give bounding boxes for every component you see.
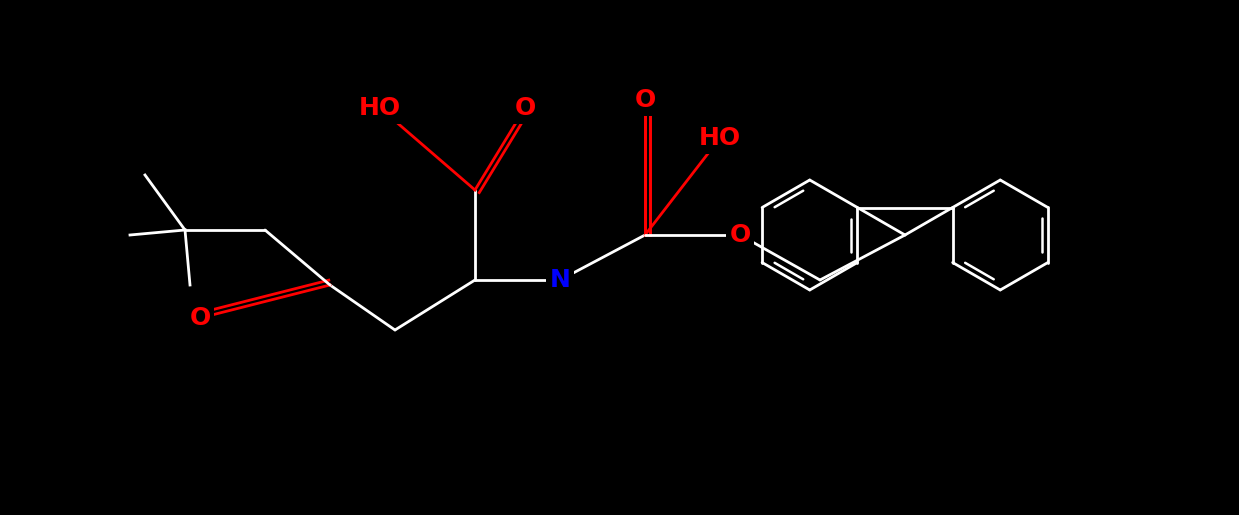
Text: HO: HO xyxy=(699,126,741,150)
Text: O: O xyxy=(190,306,211,330)
Text: N: N xyxy=(550,268,570,292)
Text: O: O xyxy=(514,96,535,120)
Text: O: O xyxy=(634,88,655,112)
Text: HO: HO xyxy=(359,96,401,120)
Text: O: O xyxy=(730,223,751,247)
